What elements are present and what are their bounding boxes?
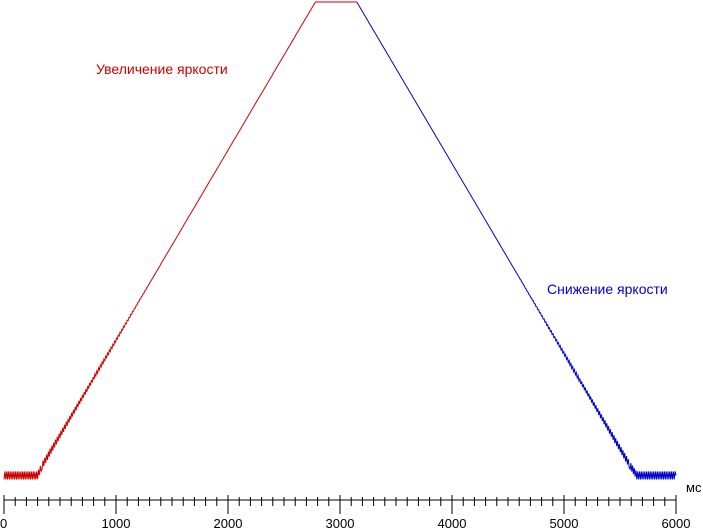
labels-group: мс Увеличение яркости Снижение яркости [96,61,702,495]
series-increase-line [3,1,357,480]
x-tick-label: 0 [0,516,7,531]
series-decrease-line [356,1,677,480]
x-tick-label: 3000 [326,516,355,531]
x-tick-label: 1000 [102,516,131,531]
x-tick-label: 4000 [438,516,467,531]
x-tick-label: 2000 [214,516,243,531]
annotation-increase: Увеличение яркости [96,61,228,77]
x-tick-label: 6000 [662,516,691,531]
series-group [3,1,677,480]
x-axis-unit-label: мс [686,480,702,495]
x-axis: 0 1000 2000 3000 4000 5000 6000 [0,495,690,531]
annotation-decrease: Снижение яркости [547,281,668,297]
x-tick-label: 5000 [550,516,579,531]
